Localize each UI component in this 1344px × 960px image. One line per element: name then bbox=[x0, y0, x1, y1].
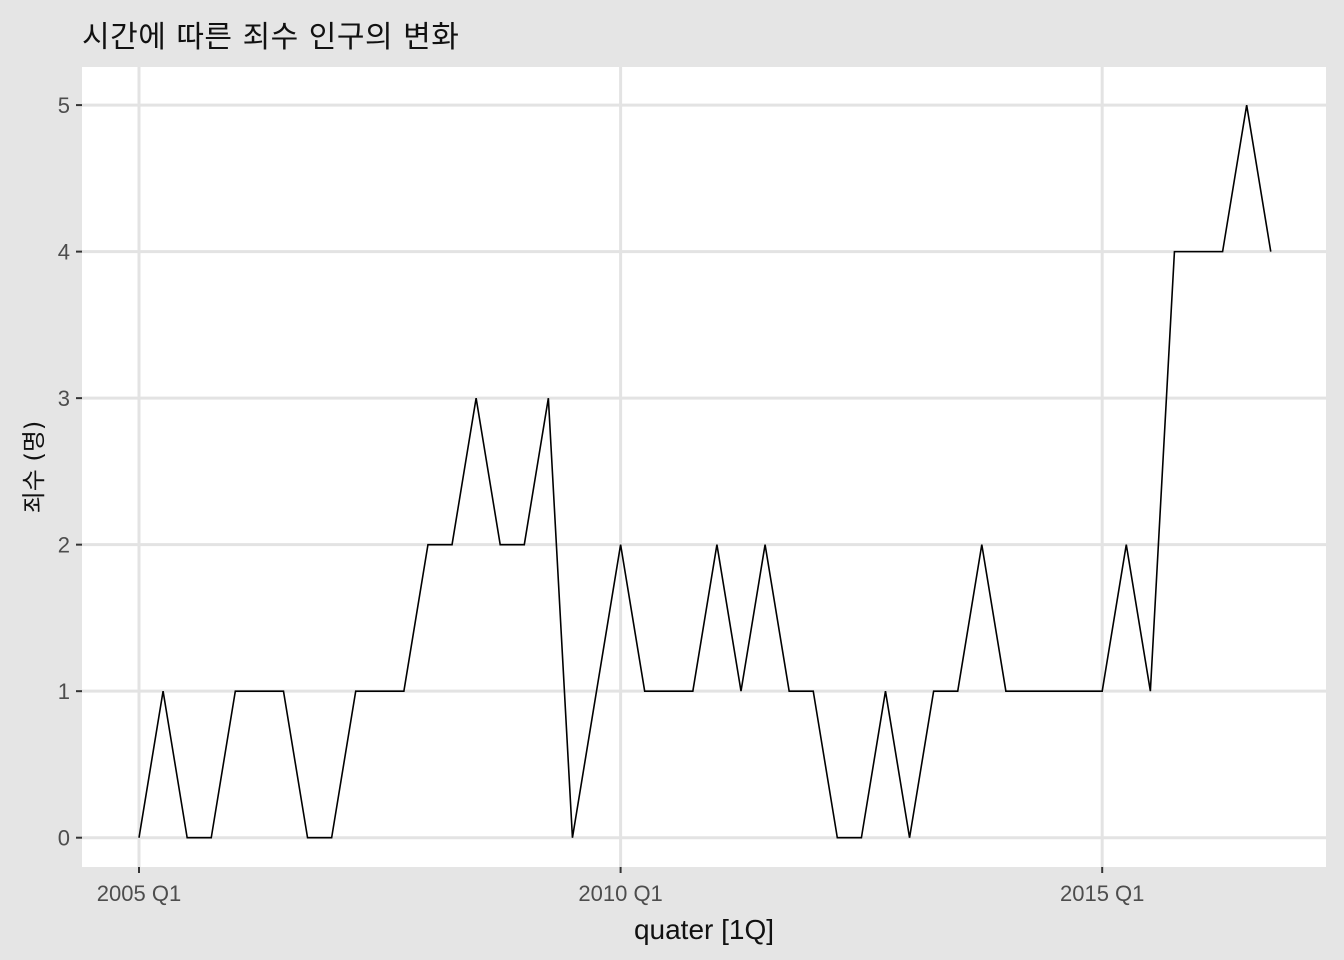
x-tick-label: 2010 Q1 bbox=[578, 881, 662, 906]
y-tick-label: 0 bbox=[58, 826, 70, 851]
y-tick-label: 4 bbox=[58, 240, 70, 265]
grid-layer bbox=[82, 67, 1326, 867]
y-tick-label: 3 bbox=[58, 386, 70, 411]
y-axis-title: 죄수 (명) bbox=[20, 421, 48, 514]
y-tick-label: 5 bbox=[58, 93, 70, 118]
chart-title: 시간에 따른 죄수 인구의 변화 bbox=[82, 20, 460, 55]
x-tick-label: 2005 Q1 bbox=[97, 881, 181, 906]
x-axis-title: quater [1Q] bbox=[634, 914, 774, 945]
x-tick-label: 2015 Q1 bbox=[1060, 881, 1144, 906]
series-line bbox=[138, 104, 1272, 839]
y-tick-label: 2 bbox=[58, 533, 70, 558]
y-tick-label: 1 bbox=[58, 679, 70, 704]
tick-layer: 0 1 2 3 4 5 2005 Q1 2010 Q1 2015 Q1 bbox=[58, 93, 1145, 906]
plot-panel bbox=[82, 67, 1326, 867]
line-layer bbox=[138, 104, 1272, 839]
